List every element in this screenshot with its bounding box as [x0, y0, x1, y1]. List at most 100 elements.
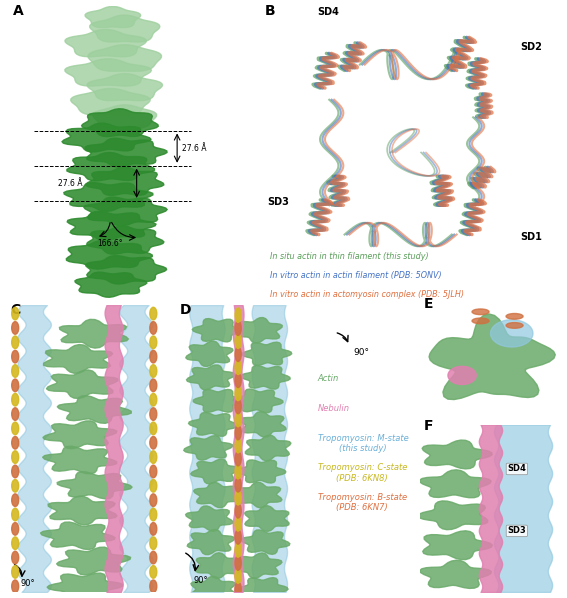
Circle shape — [12, 480, 19, 492]
Circle shape — [12, 307, 19, 320]
Polygon shape — [238, 578, 288, 598]
Polygon shape — [422, 440, 492, 469]
Text: SD4: SD4 — [318, 7, 340, 17]
Text: Tropomyosin: M-state
(this study): Tropomyosin: M-state (this study) — [318, 434, 408, 453]
Polygon shape — [85, 138, 167, 167]
Circle shape — [12, 537, 19, 550]
Text: Tropomyosin: B-state
(PDB: 6KN7): Tropomyosin: B-state (PDB: 6KN7) — [318, 493, 407, 512]
Polygon shape — [234, 389, 283, 413]
Text: SD3: SD3 — [268, 197, 289, 208]
Circle shape — [12, 379, 19, 392]
Text: 90°: 90° — [193, 576, 208, 585]
Circle shape — [150, 307, 157, 320]
Circle shape — [235, 438, 242, 453]
Circle shape — [150, 494, 157, 507]
Polygon shape — [192, 319, 242, 342]
Circle shape — [150, 322, 157, 334]
Polygon shape — [75, 272, 147, 297]
Text: C: C — [10, 303, 20, 316]
Circle shape — [235, 478, 242, 492]
Polygon shape — [85, 7, 141, 28]
Circle shape — [150, 551, 157, 564]
Polygon shape — [40, 522, 115, 550]
Polygon shape — [186, 341, 233, 367]
Polygon shape — [93, 105, 156, 129]
Text: 27.6 Å: 27.6 Å — [58, 179, 83, 188]
Circle shape — [235, 386, 242, 401]
Polygon shape — [242, 342, 292, 365]
Polygon shape — [44, 344, 113, 373]
Polygon shape — [240, 365, 290, 389]
Polygon shape — [191, 459, 239, 484]
Polygon shape — [246, 435, 291, 460]
Circle shape — [235, 451, 242, 466]
Text: Actin: Actin — [318, 374, 338, 383]
Circle shape — [12, 566, 19, 578]
Ellipse shape — [472, 318, 489, 324]
Polygon shape — [86, 255, 167, 284]
Circle shape — [235, 413, 242, 427]
Circle shape — [235, 504, 242, 518]
Circle shape — [235, 517, 242, 531]
Polygon shape — [57, 547, 130, 575]
Circle shape — [12, 393, 19, 406]
Text: SD1: SD1 — [520, 233, 541, 242]
Polygon shape — [65, 29, 146, 57]
Text: E: E — [424, 297, 433, 312]
Circle shape — [12, 580, 19, 593]
Circle shape — [12, 494, 19, 507]
Circle shape — [235, 556, 242, 570]
Circle shape — [12, 451, 19, 463]
Circle shape — [150, 350, 157, 363]
Polygon shape — [244, 506, 289, 532]
Polygon shape — [420, 470, 491, 498]
Polygon shape — [71, 89, 150, 115]
Circle shape — [235, 360, 242, 374]
Polygon shape — [86, 167, 164, 196]
Polygon shape — [187, 529, 235, 554]
Polygon shape — [189, 413, 238, 436]
Polygon shape — [84, 197, 167, 225]
Polygon shape — [65, 59, 151, 86]
Polygon shape — [67, 152, 155, 181]
Circle shape — [12, 523, 19, 535]
Circle shape — [150, 523, 157, 535]
Polygon shape — [46, 370, 118, 398]
Polygon shape — [43, 421, 117, 448]
Circle shape — [235, 373, 242, 388]
Circle shape — [150, 480, 157, 492]
Polygon shape — [87, 226, 164, 254]
Circle shape — [235, 543, 242, 557]
Circle shape — [12, 336, 19, 349]
Circle shape — [150, 465, 157, 478]
Circle shape — [150, 422, 157, 435]
Circle shape — [12, 508, 19, 521]
Circle shape — [12, 422, 19, 435]
Text: SD3: SD3 — [507, 526, 526, 535]
Circle shape — [235, 490, 242, 505]
Polygon shape — [448, 367, 476, 385]
Text: 27.6 Å: 27.6 Å — [182, 144, 206, 152]
Circle shape — [235, 334, 242, 349]
Text: 166.6°: 166.6° — [98, 239, 123, 248]
Ellipse shape — [506, 313, 523, 319]
Polygon shape — [57, 396, 131, 423]
Polygon shape — [235, 553, 282, 578]
Polygon shape — [241, 530, 290, 554]
Polygon shape — [57, 472, 132, 499]
Polygon shape — [187, 365, 235, 390]
Circle shape — [150, 437, 157, 449]
Polygon shape — [423, 531, 492, 560]
Circle shape — [150, 580, 157, 593]
Circle shape — [235, 569, 242, 583]
Text: In vitro actin in actin filament (PDB: 5ONV): In vitro actin in actin filament (PDB: 5… — [270, 271, 442, 280]
Polygon shape — [87, 74, 163, 100]
Ellipse shape — [506, 322, 523, 328]
Circle shape — [12, 551, 19, 564]
Circle shape — [150, 566, 157, 578]
Text: 90°: 90° — [20, 579, 35, 588]
Circle shape — [12, 408, 19, 420]
Text: SD4: SD4 — [507, 465, 526, 474]
Polygon shape — [47, 573, 122, 598]
Polygon shape — [66, 240, 153, 269]
